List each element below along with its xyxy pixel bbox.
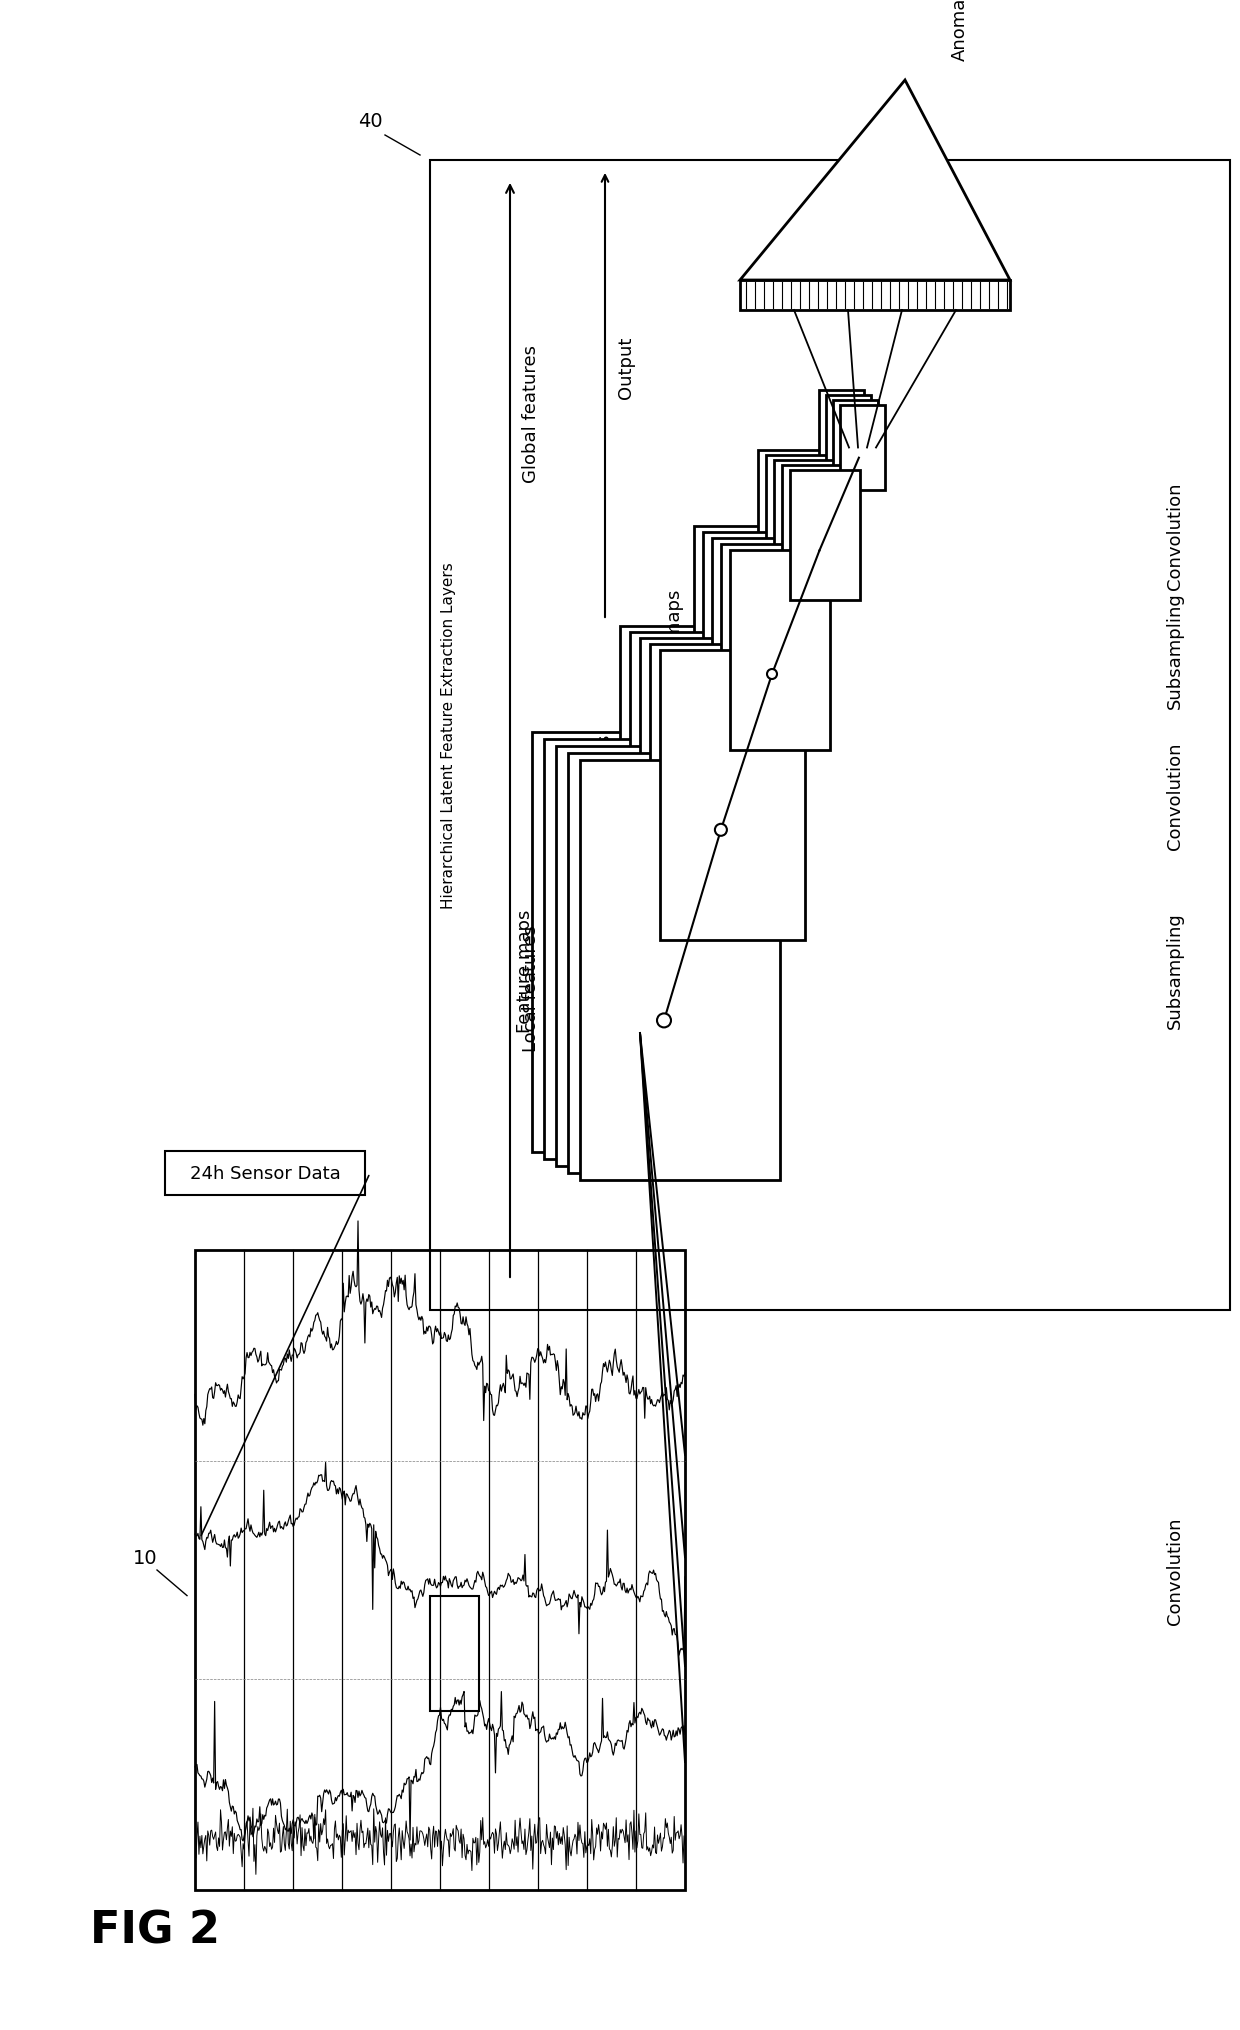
Text: Feature maps: Feature maps [666, 589, 684, 713]
Bar [532, 733, 732, 1153]
Bar [660, 652, 805, 940]
Text: Output: Output [618, 337, 635, 400]
Bar [730, 550, 830, 751]
Bar [640, 639, 785, 928]
Text: Feature maps: Feature maps [516, 909, 534, 1031]
Bar [839, 406, 885, 491]
Bar [720, 544, 821, 745]
Bar [620, 627, 765, 918]
Bar [430, 160, 1230, 1309]
Bar [650, 646, 795, 934]
Bar [630, 633, 775, 922]
Text: FIG 2: FIG 2 [91, 1908, 219, 1951]
Bar [833, 400, 878, 485]
Circle shape [715, 824, 727, 836]
Circle shape [657, 1013, 671, 1027]
Circle shape [768, 670, 777, 680]
Text: Anomaly?: Anomaly? [951, 0, 968, 61]
Bar [790, 471, 861, 601]
Bar [818, 392, 864, 475]
Text: Convolution: Convolution [1166, 1516, 1184, 1624]
Text: 40: 40 [357, 112, 382, 132]
Bar [826, 396, 870, 481]
Text: 24h Sensor Data: 24h Sensor Data [190, 1165, 340, 1181]
Text: 10: 10 [133, 1549, 157, 1567]
Bar [782, 465, 852, 595]
Bar [694, 526, 794, 727]
Text: Local features: Local features [522, 926, 539, 1052]
Bar [758, 451, 828, 581]
Text: Hierarchical Latent Feature Extraction Layers: Hierarchical Latent Feature Extraction L… [440, 562, 455, 909]
Text: Subsampling: Subsampling [1166, 593, 1184, 708]
Bar [165, 1151, 365, 1196]
Bar [556, 747, 756, 1167]
Bar [544, 739, 744, 1159]
Text: Convolution: Convolution [1166, 741, 1184, 849]
Bar [712, 538, 812, 739]
Bar [740, 280, 1011, 311]
Bar [195, 1250, 684, 1890]
Bar [766, 457, 836, 587]
Bar [430, 1596, 479, 1711]
Text: Convolution: Convolution [1166, 481, 1184, 589]
Bar [703, 532, 804, 733]
Text: Feature maps: Feature maps [596, 735, 614, 857]
Bar [774, 461, 844, 591]
Text: Subsampling: Subsampling [1166, 911, 1184, 1029]
Bar [568, 753, 768, 1173]
Text: Global features: Global features [522, 345, 539, 483]
Bar [580, 761, 780, 1179]
Polygon shape [740, 81, 1011, 280]
